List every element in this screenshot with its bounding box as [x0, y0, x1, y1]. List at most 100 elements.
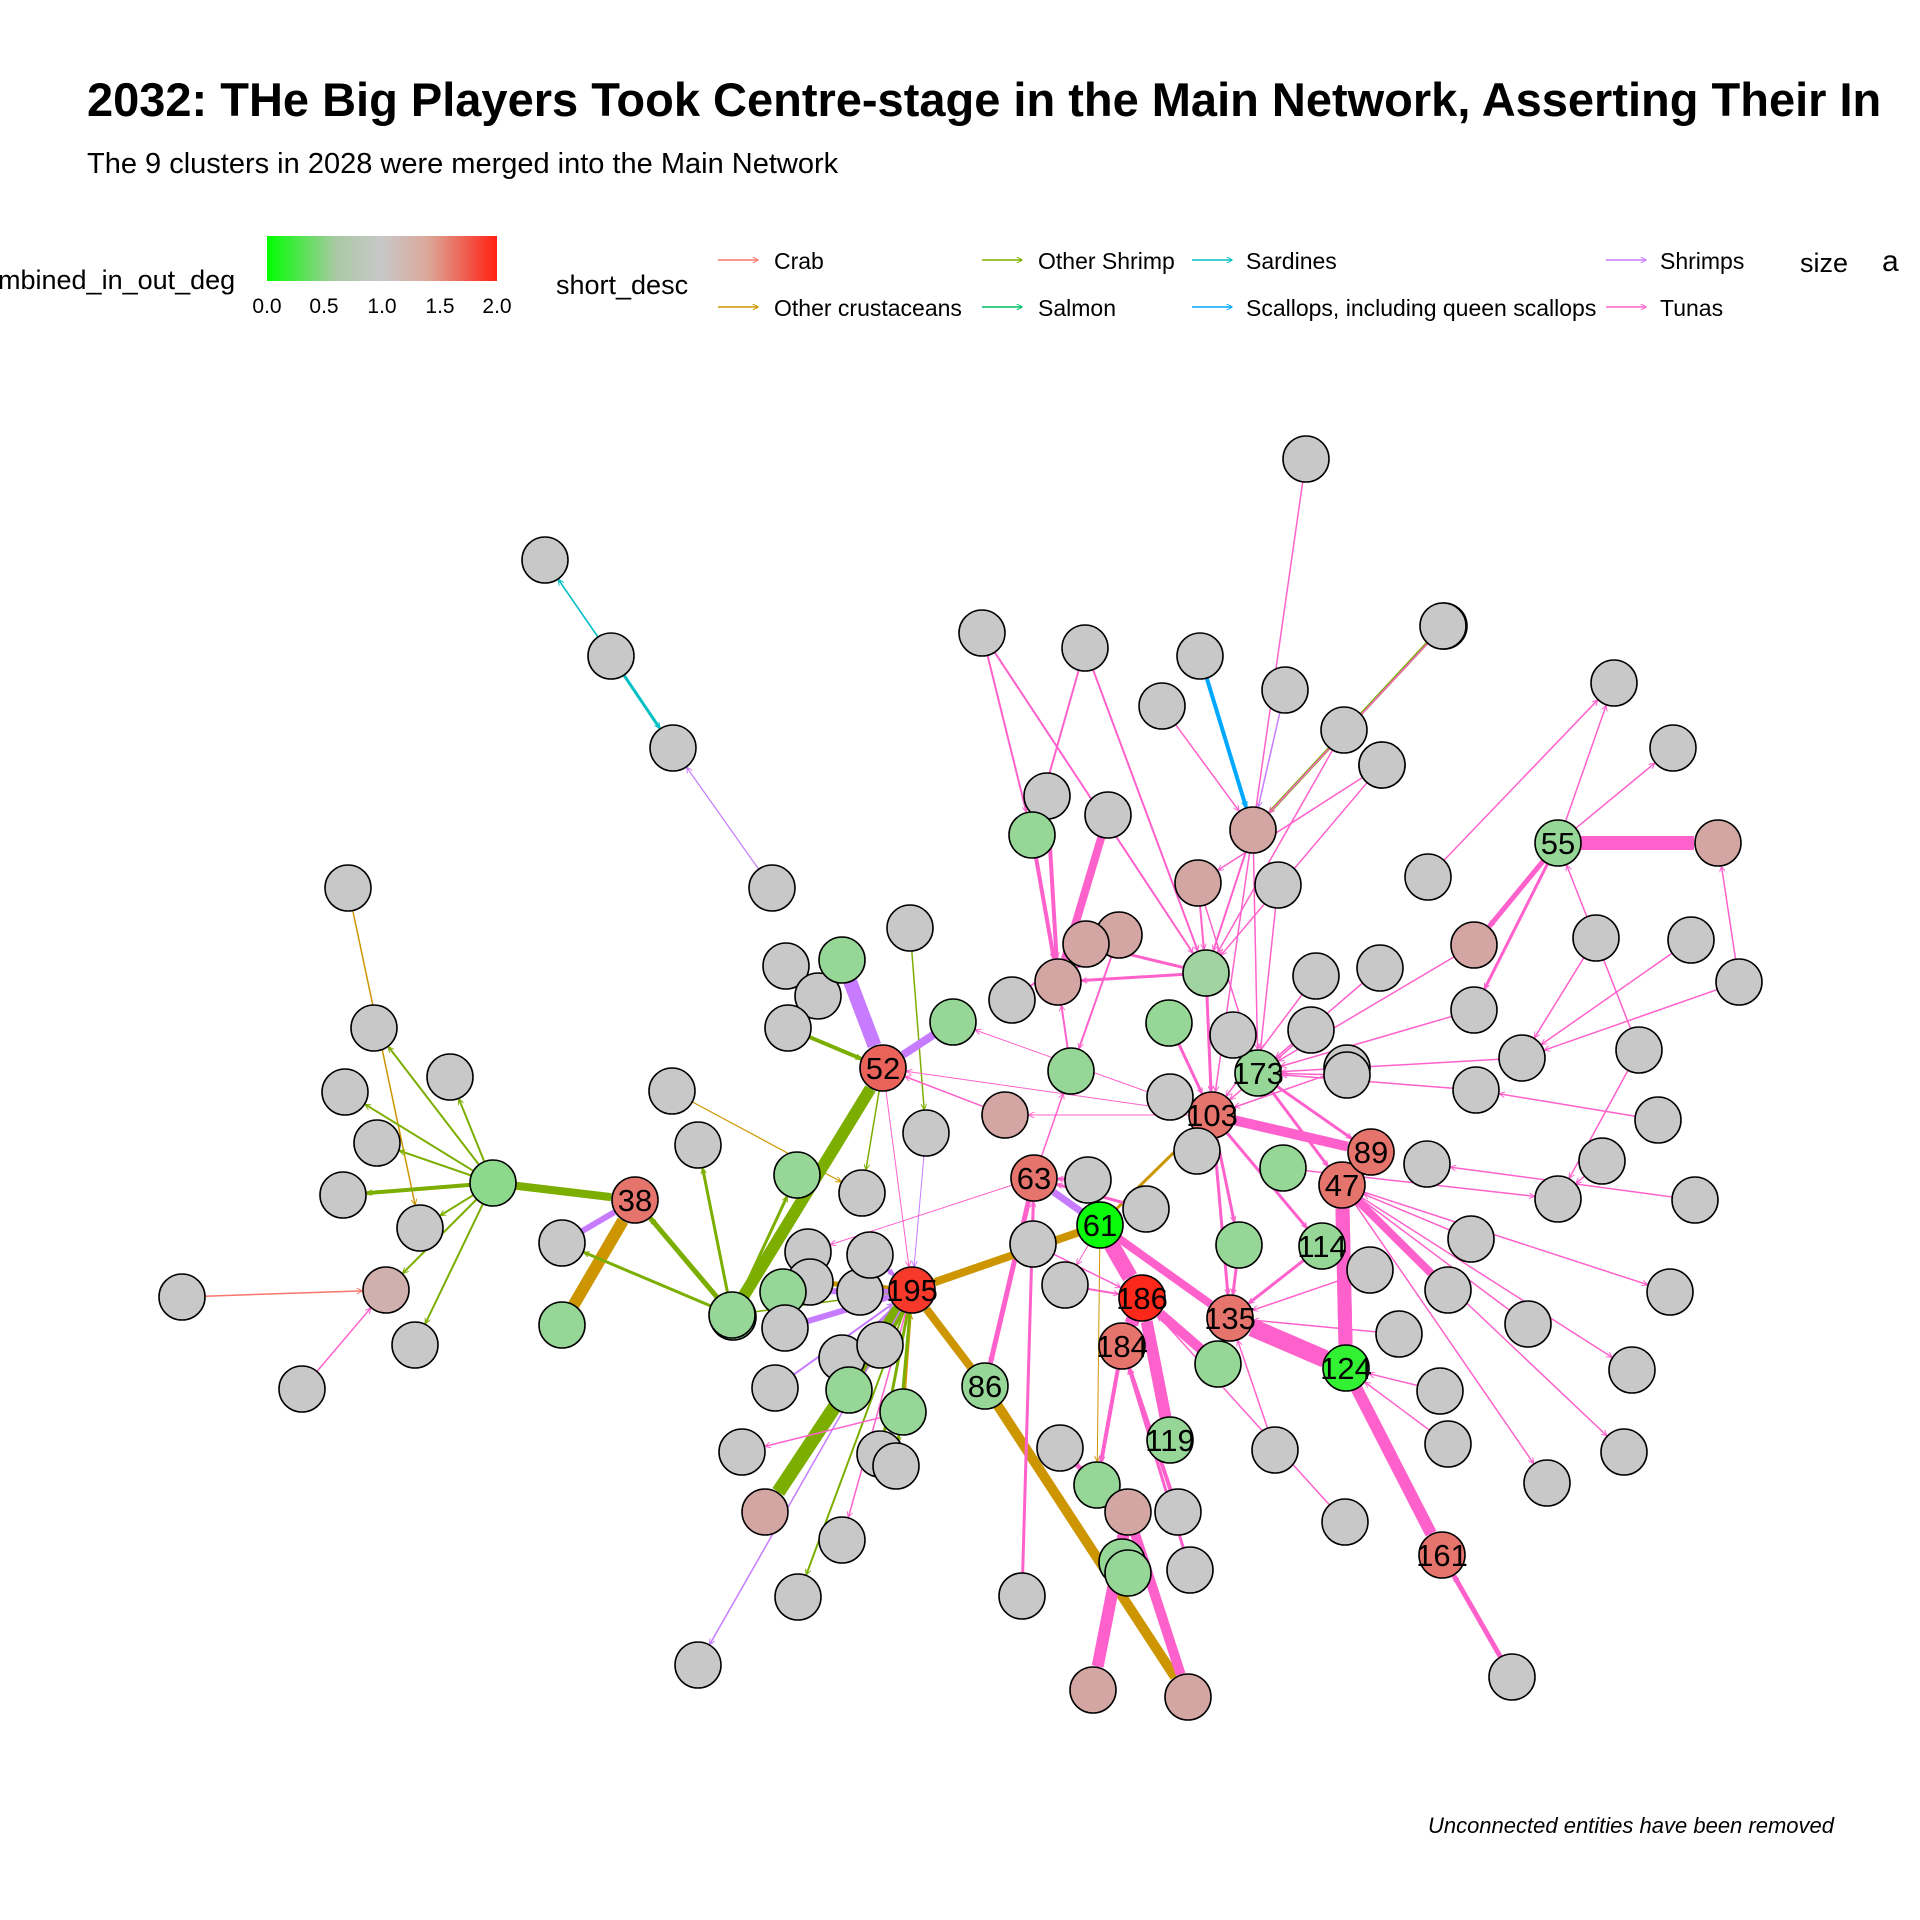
network-edge [1156, 1309, 1204, 1353]
network-edge [703, 1169, 729, 1293]
network-edge [400, 1151, 472, 1177]
network-edge [1282, 1074, 1325, 1075]
network-node [958, 609, 1006, 657]
network-edge [1270, 1090, 1329, 1165]
network-node-label: 63 [1017, 1161, 1051, 1196]
network-node [1009, 1220, 1057, 1268]
network-node [1287, 1006, 1335, 1054]
network-edge [1360, 1196, 1611, 1357]
network-edge [1218, 776, 1364, 870]
network-node [396, 1204, 444, 1252]
network-edge [367, 1182, 471, 1193]
network-node [1447, 1215, 1495, 1263]
network-node [1254, 861, 1302, 909]
edge-legend-label-other-crustaceans: Other crustaceans [774, 295, 962, 321]
network-edge [687, 768, 760, 870]
network-edge [389, 1047, 480, 1166]
network-node [1403, 1140, 1451, 1188]
network-edge [1215, 481, 1304, 1091]
network-node [1041, 1261, 1089, 1309]
network-edge [1363, 1191, 1647, 1284]
color-legend-title: mbined_in_out_deg [0, 265, 236, 295]
network-edge [1053, 1253, 1121, 1287]
edge-legend-keys [718, 260, 1646, 307]
network-node [1694, 819, 1742, 867]
network-node [1450, 921, 1498, 969]
network-edge [559, 580, 599, 638]
network-nodes [158, 435, 1763, 1721]
network-edge [1545, 988, 1718, 1050]
network-node [1615, 1026, 1663, 1074]
network-edge [1177, 1043, 1204, 1093]
network-edge [1076, 1464, 1080, 1468]
network-edge [907, 1071, 1190, 1113]
network-node [1646, 1268, 1694, 1316]
network-edge [1275, 1084, 1351, 1140]
network-edge [1238, 1341, 1269, 1429]
network-node [538, 1301, 586, 1349]
network-edge [1564, 706, 1606, 822]
network-node [674, 1641, 722, 1689]
network-edge [1205, 995, 1211, 1091]
network-edge [1261, 907, 1277, 1049]
network-edge [1369, 1374, 1418, 1387]
network-edge [905, 1077, 984, 1108]
network-edge [1254, 1320, 1377, 1333]
network-node [1146, 1416, 1194, 1464]
network-edge [1040, 1094, 1064, 1157]
network-node-label: 103 [1186, 1098, 1238, 1133]
network-node-label: 186 [1116, 1281, 1168, 1316]
network-node [1523, 1459, 1571, 1507]
color-legend-tick: 1.5 [425, 295, 455, 318]
network-node [856, 1321, 904, 1369]
network-node [846, 1231, 894, 1279]
network-node [1062, 920, 1110, 968]
network-node [1671, 1176, 1719, 1224]
network-node-label: 184 [1096, 1329, 1148, 1364]
network-node [1182, 949, 1230, 997]
network-node [961, 1362, 1009, 1410]
network-edge [622, 674, 661, 728]
network-node [1261, 666, 1309, 714]
network-node [838, 1169, 886, 1217]
network-edge [1351, 1385, 1437, 1537]
network-node [350, 1004, 398, 1052]
network-edge [1087, 1287, 1119, 1294]
network-node [674, 1121, 722, 1169]
network-node-label: 195 [886, 1273, 938, 1308]
network-node [1176, 632, 1224, 680]
network-node [649, 724, 697, 772]
network-node [998, 1572, 1046, 1620]
network-edge [1358, 1200, 1607, 1436]
edge-legend-title: short_desc [556, 270, 689, 300]
network-node [611, 1176, 659, 1224]
network-edge [886, 1268, 894, 1277]
network-edge [911, 950, 924, 1109]
network-node [1590, 659, 1638, 707]
network-node [1036, 1424, 1084, 1472]
network-edge [765, 1416, 881, 1447]
network-node [1498, 1034, 1546, 1082]
color-legend-tick: 2.0 [482, 295, 512, 318]
network-node [587, 632, 635, 680]
network-edge [1500, 1094, 1636, 1117]
network-node [761, 1304, 809, 1352]
network-node [1164, 1673, 1212, 1721]
network-node [278, 1365, 326, 1413]
network-edge [923, 1306, 975, 1371]
network-node [879, 1388, 927, 1436]
network-edge [1248, 1319, 1329, 1368]
network-node-label: 114 [1297, 1229, 1346, 1264]
network-node [1419, 602, 1467, 650]
network-edge [1079, 956, 1113, 1049]
network-node [319, 1171, 367, 1219]
network-edge [424, 1203, 484, 1324]
network-node [1118, 1274, 1166, 1322]
network-edge [1451, 1576, 1503, 1659]
network-node [902, 1109, 950, 1157]
network-node [872, 1442, 920, 1490]
network-node [1282, 435, 1330, 483]
chart-caption: Unconnected entities have been removed [1427, 1813, 1834, 1838]
network-edge [1233, 1267, 1238, 1294]
